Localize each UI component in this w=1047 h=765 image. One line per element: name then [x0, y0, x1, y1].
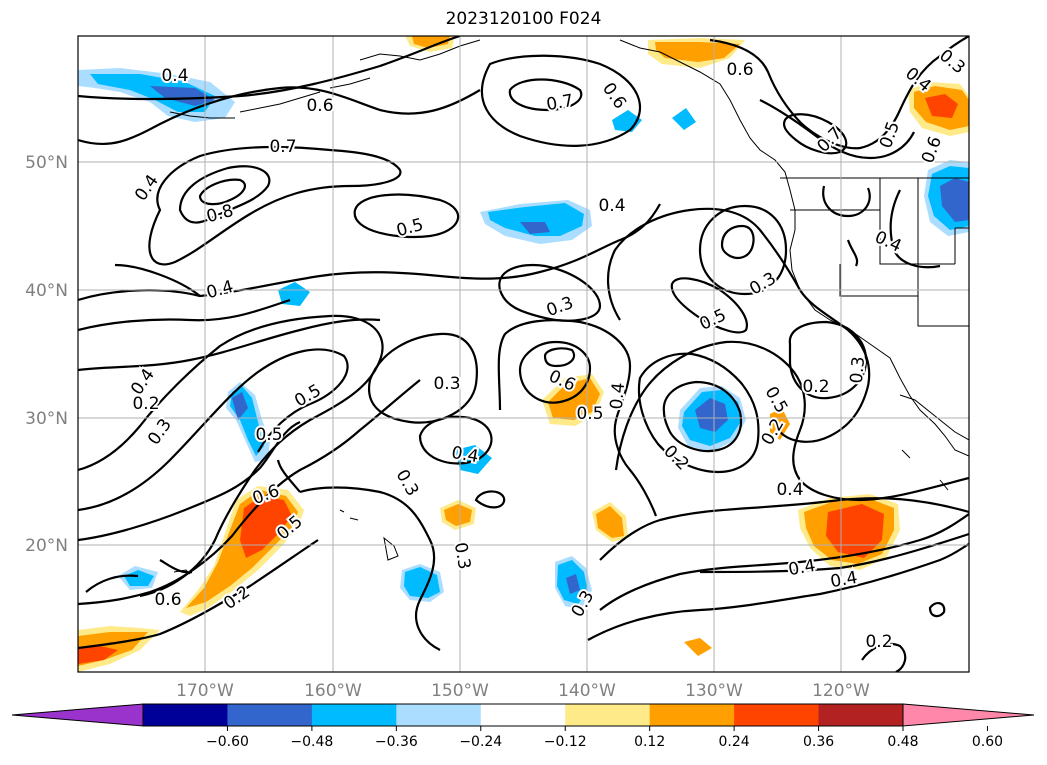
map-frame [77, 35, 970, 673]
lat-axis: 50°N 40°N 30°N 20°N [25, 153, 68, 556]
colorbar-segment [818, 704, 904, 726]
colorbar-extend-high [902, 703, 1035, 727]
colorbar-tick-label: 0.12 [634, 734, 665, 750]
contour-label: 0.4 [607, 382, 629, 411]
colorbar-tick-label: −0.48 [290, 734, 333, 750]
contour-label: 0.4 [787, 556, 817, 580]
colorbar-tick-label: 0.24 [719, 734, 750, 750]
contour-label: 0.2 [132, 394, 159, 414]
lon-axis: 170°W 160°W 150°W 140°W 130°W 120°W [176, 681, 870, 701]
lon-label-120w: 120°W [812, 681, 870, 701]
contour-label: 0.4 [776, 480, 803, 500]
colorbar-segment [227, 704, 313, 726]
contour-label: 0.8 [204, 201, 235, 227]
colorbar-segment [649, 704, 735, 726]
colorbar-segment [480, 704, 566, 726]
lat-label-20n: 20°N [25, 536, 68, 556]
contour-label: 0.6 [154, 590, 181, 610]
colorbar-tick-label: −0.24 [459, 734, 502, 750]
lon-label-150w: 150°W [431, 681, 489, 701]
contour-label: 0.3 [847, 356, 869, 385]
colorbar-segment [311, 704, 397, 726]
map-title: 2023120100 F024 [445, 9, 602, 29]
contour-label: 0.4 [161, 66, 188, 86]
coastlines [169, 39, 969, 575]
colorbar-tick-label: 0.60 [972, 734, 1003, 750]
colorbar-tick-label: −0.12 [544, 734, 587, 750]
contour-label: 0.2 [802, 377, 829, 397]
colorbar-extend-low [11, 703, 144, 727]
colorbar-tick-label: 0.36 [803, 734, 834, 750]
contour-label: 0.6 [306, 96, 333, 116]
contour-label: 0.5 [255, 425, 282, 445]
contour-label: 0.3 [433, 374, 460, 394]
lon-label-170w: 170°W [176, 681, 234, 701]
contour-label: 0.7 [269, 137, 296, 157]
contour-label: 0.5 [576, 404, 603, 424]
contour-label: 0.4 [598, 196, 625, 216]
lon-label-140w: 140°W [558, 681, 616, 701]
colorbar-tick-label: −0.60 [206, 734, 249, 750]
lat-label-40n: 40°N [25, 281, 68, 301]
gridlines [78, 36, 969, 672]
lon-label-160w: 160°W [304, 681, 362, 701]
lat-label-30n: 30°N [25, 409, 68, 429]
colorbar-tick-label: 0.48 [887, 734, 918, 750]
contour-label: 0.6 [726, 60, 753, 80]
lon-label-130w: 130°W [685, 681, 743, 701]
colorbar-segment [734, 704, 820, 726]
contour-label: 0.2 [865, 632, 892, 652]
colorbar-segment [396, 704, 482, 726]
contour-lines [78, 36, 969, 672]
colorbar-frame [142, 703, 904, 727]
lat-label-50n: 50°N [25, 153, 68, 173]
colorbar-tick-label: −0.36 [375, 734, 418, 750]
colorbar-segment [143, 704, 228, 726]
colorbar-segment [565, 704, 651, 726]
colorbar: −0.60 −0.48 −0.36 −0.24 −0.12 0.12 0.24 0.36 0.4… [11, 703, 1035, 750]
